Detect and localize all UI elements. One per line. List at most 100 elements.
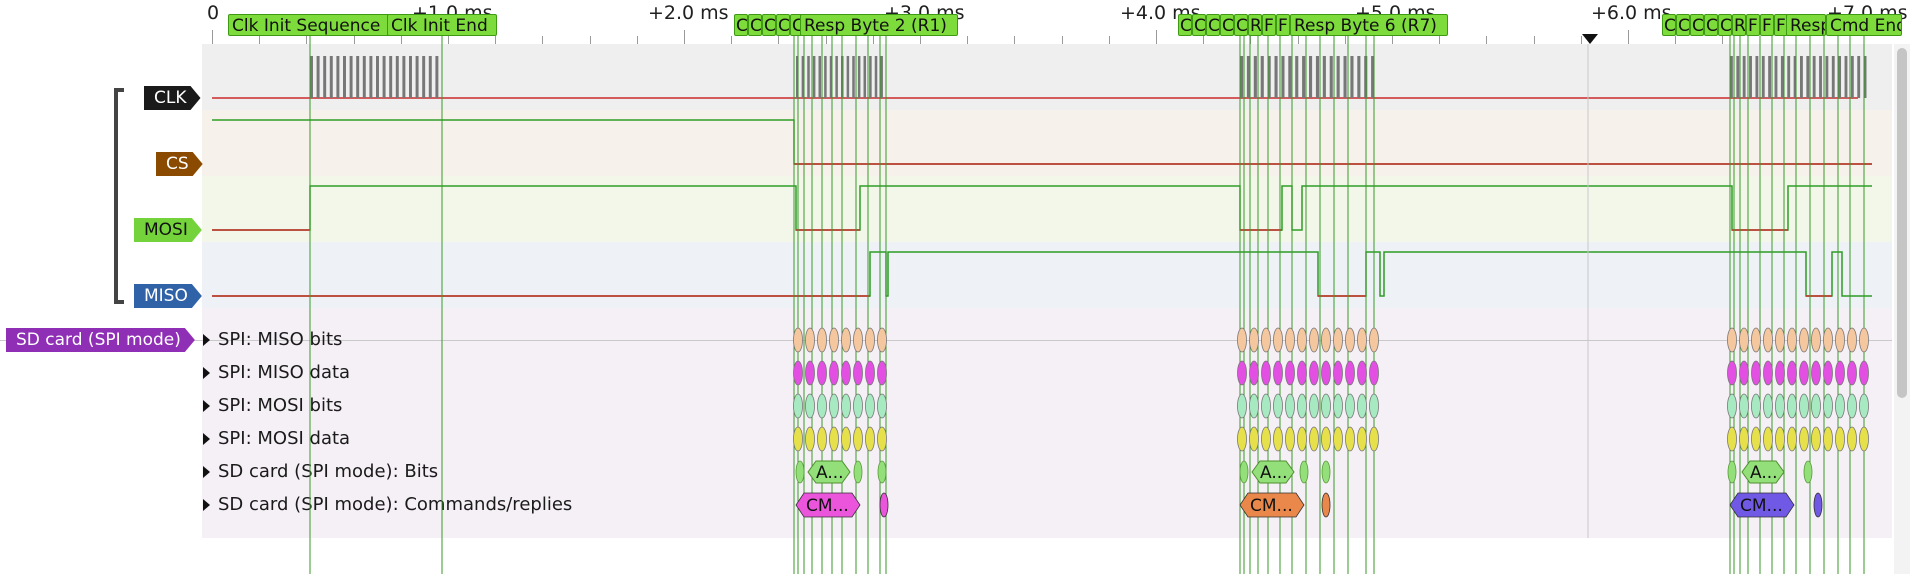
- expand-triangle-icon[interactable]: [203, 466, 210, 478]
- time-ruler[interactable]: 0 +1.0 ms +2.0 ms +3.0 ms +4.0 ms +5.0 m…: [202, 0, 1908, 45]
- cmd-tail: [879, 492, 889, 518]
- scrollbar-thumb[interactable]: [1897, 48, 1907, 398]
- flag-group1-c2[interactable]: C: [748, 14, 762, 36]
- clk-pulse: [1850, 56, 1854, 98]
- flag-group1-c3[interactable]: C: [762, 14, 776, 36]
- flag-group3-c4[interactable]: C: [1704, 14, 1718, 36]
- mosi-data-bit: [1369, 426, 1379, 452]
- signal-tag-miso[interactable]: MISO: [134, 284, 202, 308]
- clk-pulse: [1371, 56, 1375, 98]
- clk-pulse: [428, 56, 432, 98]
- flag-group2-c4[interactable]: C: [1220, 14, 1234, 36]
- flag-group2-r[interactable]: R: [1248, 14, 1262, 36]
- ruler-tick: [1203, 36, 1205, 44]
- flag-group3-f1[interactable]: F: [1746, 14, 1760, 36]
- flag-group1-c4[interactable]: C: [776, 14, 790, 36]
- clk-pulse: [1793, 56, 1797, 98]
- flag-group2-f1[interactable]: F: [1262, 14, 1276, 36]
- miso-data-bit: [865, 360, 875, 386]
- row-label-sd-bits[interactable]: SD card (SPI mode): Bits: [202, 460, 438, 484]
- cmd-tail: [1813, 492, 1823, 518]
- flag-clk-init-sequence[interactable]: Clk Init Sequence: [228, 14, 392, 36]
- row-label-mosi-data[interactable]: SPI: MOSI data: [202, 427, 350, 451]
- clk-pulse: [310, 56, 313, 98]
- marker-triangle-icon[interactable]: [1582, 34, 1598, 44]
- clk-pulse: [1831, 56, 1835, 98]
- flag-group3-c2[interactable]: C: [1676, 14, 1690, 36]
- mosi-data-bit: [877, 426, 887, 452]
- row-label-miso-data[interactable]: SPI: MISO data: [202, 361, 350, 385]
- miso-data-bit: [1727, 360, 1737, 386]
- flag-group3-r[interactable]: R: [1732, 14, 1746, 36]
- miso-data-bit: [1859, 360, 1869, 386]
- ruler-tick: [495, 36, 497, 44]
- flag-group3-resp[interactable]: Resp: [1786, 14, 1826, 36]
- lane-decoder: [202, 308, 1892, 538]
- miso-data-bit: [1333, 360, 1343, 386]
- miso-data-bit: [1799, 360, 1809, 386]
- mosi-bit: [1739, 393, 1749, 419]
- clk-pulse: [1302, 56, 1306, 98]
- mosi-data-bit: [817, 426, 827, 452]
- clk-pulse: [1774, 56, 1778, 98]
- flag-group2-f2[interactable]: F: [1276, 14, 1290, 36]
- ruler-tick: [400, 36, 402, 44]
- miso-data-bit: [1811, 360, 1821, 386]
- signal-tag-mosi[interactable]: MOSI: [134, 218, 202, 242]
- expand-triangle-icon[interactable]: [203, 499, 210, 511]
- expand-triangle-icon[interactable]: [203, 334, 210, 346]
- flag-group3-c3[interactable]: C: [1690, 14, 1704, 36]
- mosi-bit: [829, 393, 839, 419]
- clk-pulse: [1768, 56, 1772, 98]
- clk-pulse: [1281, 56, 1285, 98]
- flag-resp-byte-6[interactable]: Resp Byte 6 (R7): [1290, 14, 1448, 36]
- flag-clk-init-end[interactable]: Clk Init End: [387, 14, 497, 36]
- flag-group2-c3[interactable]: C: [1206, 14, 1220, 36]
- row-label-sd-commands[interactable]: SD card (SPI mode): Commands/replies: [202, 493, 572, 517]
- clk-pulse: [1357, 56, 1361, 98]
- miso-data-bit: [1739, 360, 1749, 386]
- expand-triangle-icon[interactable]: [203, 367, 210, 379]
- flag-group3-f2[interactable]: F: [1760, 14, 1774, 36]
- mosi-bit: [1835, 393, 1845, 419]
- mosi-data-bit: [1787, 426, 1797, 452]
- flag-group3-c5[interactable]: C: [1718, 14, 1732, 36]
- sd-bit: [1239, 460, 1249, 484]
- clk-pulse: [1749, 56, 1752, 98]
- flag-group3-c1[interactable]: C: [1662, 14, 1676, 36]
- clk-pulse: [1838, 56, 1842, 98]
- expand-triangle-icon[interactable]: [203, 400, 210, 412]
- sd-bits-anno-1: [807, 460, 851, 484]
- miso-data-bit: [1775, 360, 1785, 386]
- miso-bit: [1237, 327, 1247, 353]
- mosi-bit: [1237, 393, 1247, 419]
- flag-cmd-end[interactable]: Cmd End: [1826, 14, 1902, 36]
- decoder-separator: [0, 340, 1892, 341]
- mosi-data-bit: [1249, 426, 1259, 452]
- expand-triangle-icon[interactable]: [203, 433, 210, 445]
- signal-tag-cs[interactable]: CS: [156, 152, 203, 176]
- mosi-data-bit: [1357, 426, 1367, 452]
- miso-bit: [877, 327, 887, 353]
- flag-group2-c5[interactable]: C: [1234, 14, 1248, 36]
- flag-group2-c2[interactable]: C: [1192, 14, 1206, 36]
- mosi-data-bit: [1309, 426, 1319, 452]
- signal-tag-clk[interactable]: CLK: [144, 86, 201, 110]
- flag-group2-c1[interactable]: C: [1178, 14, 1192, 36]
- clk-pulse: [807, 56, 810, 98]
- clk-pulse: [874, 56, 878, 98]
- mosi-data-bit: [1751, 426, 1761, 452]
- row-label-mosi-bits[interactable]: SPI: MOSI bits: [202, 394, 342, 418]
- clk-pulse: [1863, 56, 1867, 98]
- flag-group1-c1[interactable]: C: [734, 14, 748, 36]
- decoder-tag[interactable]: SD card (SPI mode): [6, 328, 195, 352]
- sd-bit: [877, 460, 887, 484]
- flag-resp-byte-2[interactable]: Resp Byte 2 (R1): [800, 14, 958, 36]
- mosi-data-bit: [1823, 426, 1833, 452]
- cmd-anno-2: [1239, 492, 1305, 518]
- ruler-tick: [1392, 30, 1393, 44]
- clk-pulse: [323, 56, 327, 98]
- row-label-miso-bits[interactable]: SPI: MISO bits: [202, 328, 342, 352]
- mosi-trace: [212, 185, 1872, 231]
